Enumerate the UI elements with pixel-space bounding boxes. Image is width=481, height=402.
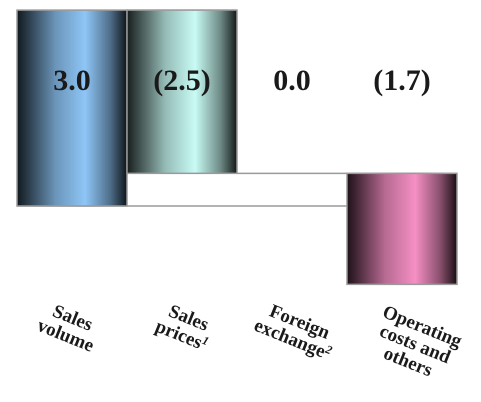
bar-sales-prices	[126, 9, 238, 175]
value-label-sales-prices: (2.5)	[153, 64, 210, 97]
value-labels: 3.0 (2.5) 0.0 (1.7)	[53, 64, 430, 97]
bars	[16, 9, 458, 286]
value-label-operating-costs: (1.7)	[373, 64, 430, 97]
value-label-sales-volume: 3.0	[53, 64, 91, 97]
bar-operating-costs	[346, 172, 458, 286]
value-label-foreign-exchange: 0.0	[273, 64, 311, 97]
bar-sales-volume	[16, 9, 128, 207]
